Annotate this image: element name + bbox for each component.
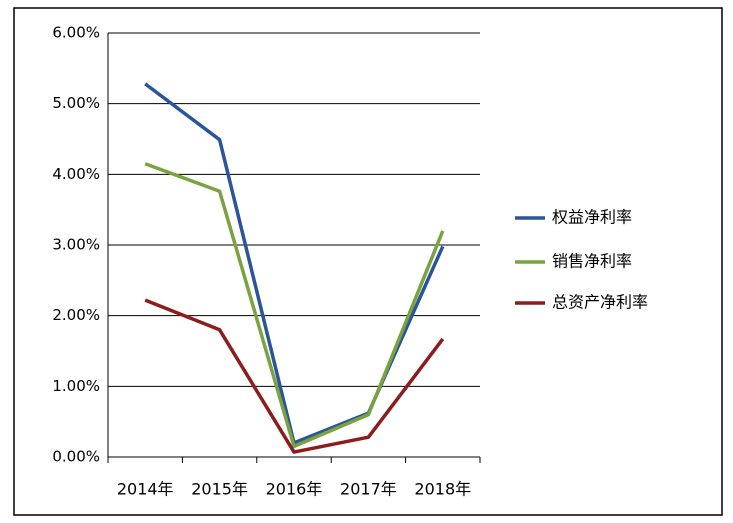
x-tick-label: 2017年 — [340, 480, 397, 499]
x-tick-label: 2016年 — [266, 480, 323, 499]
y-tick-label: 4.00% — [52, 165, 100, 183]
y-tick-label: 2.00% — [52, 306, 100, 324]
series-line — [144, 162, 445, 449]
y-tick-label: 5.00% — [52, 94, 100, 112]
legend-label: 销售净利率 — [552, 252, 632, 271]
y-tick-label: 3.00% — [52, 236, 100, 254]
y-tick-label: 6.00% — [52, 24, 100, 42]
y-tick-label: 0.00% — [52, 448, 100, 466]
x-tick-label: 2018年 — [414, 480, 471, 499]
legend-label: 总资产净利率 — [552, 293, 648, 312]
legend-label: 权益净利率 — [552, 208, 632, 227]
series-line — [144, 298, 445, 454]
x-tick-label: 2015年 — [191, 480, 248, 499]
y-tick-label: 1.00% — [52, 377, 100, 395]
chart-border — [13, 7, 723, 516]
x-tick-label: 2014年 — [117, 480, 174, 499]
